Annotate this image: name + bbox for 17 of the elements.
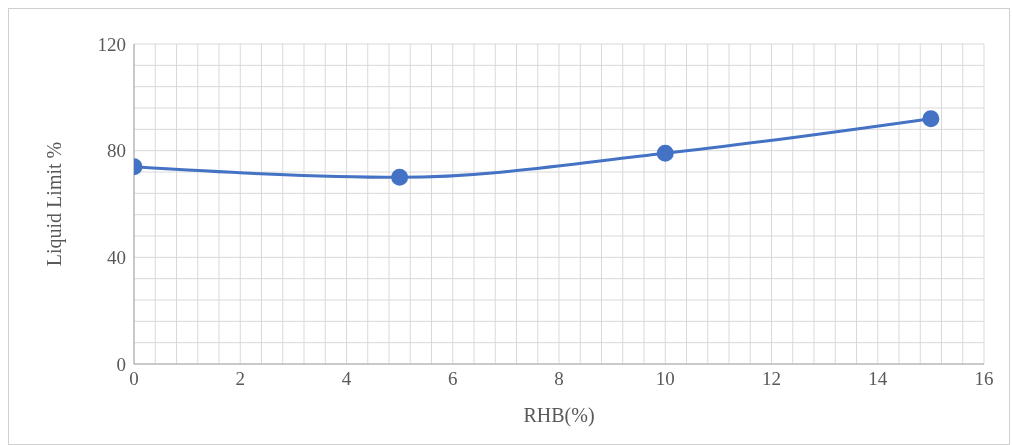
y-tick-label: 40 bbox=[107, 247, 126, 269]
x-tick-label: 2 bbox=[235, 368, 245, 390]
y-tick-label: 0 bbox=[116, 353, 126, 375]
x-tick-label: 14 bbox=[868, 368, 888, 390]
point bbox=[922, 110, 940, 128]
y-axis-title: Liquid Limit % bbox=[43, 141, 67, 267]
x-tick-label: 4 bbox=[341, 368, 352, 390]
y-tick-label: 120 bbox=[97, 33, 126, 55]
y-tick-label: 80 bbox=[107, 140, 126, 162]
point bbox=[656, 144, 674, 162]
x-tick-label: 10 bbox=[655, 368, 675, 390]
x-tick-label: 16 bbox=[974, 368, 994, 390]
point bbox=[391, 168, 409, 186]
x-tick-label: 12 bbox=[762, 368, 781, 390]
x-axis-title: RHB(%) bbox=[523, 404, 595, 427]
x-tick-label: 8 bbox=[554, 368, 564, 390]
x-tick-label: 6 bbox=[448, 368, 458, 390]
